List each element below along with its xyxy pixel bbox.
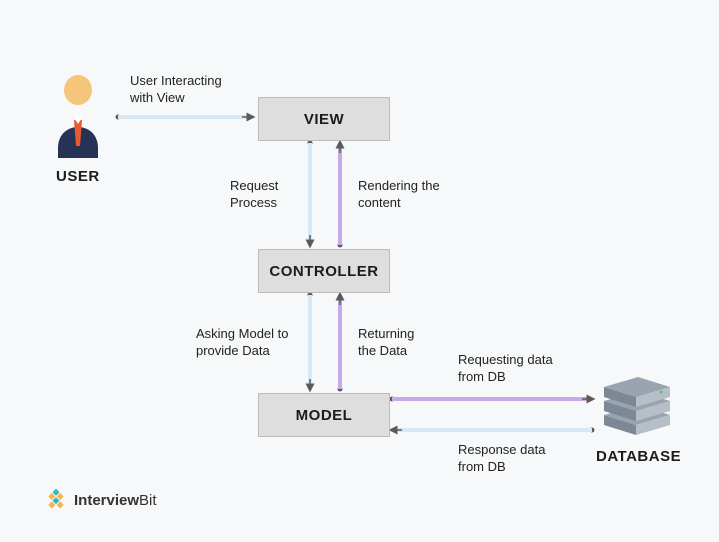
brand-logo: InterviewBit	[44, 488, 157, 512]
user-label: USER	[56, 168, 100, 185]
edge-model-controller: Returning the Data	[358, 326, 414, 360]
node-view-label: VIEW	[304, 111, 344, 128]
edge-model-db: Requesting data from DB	[458, 352, 553, 386]
edge-controller-model: Asking Model to provide Data	[196, 326, 289, 360]
database-icon	[598, 375, 676, 444]
edge-user-view: User Interacting with View	[130, 73, 222, 107]
edge-view-controller: Request Process	[230, 178, 278, 212]
node-controller: CONTROLLER	[258, 249, 390, 293]
edge-controller-view: Rendering the content	[358, 178, 440, 212]
user-icon	[44, 70, 112, 163]
brand-logo-icon	[44, 488, 68, 512]
edge-db-model: Response data from DB	[458, 442, 545, 476]
node-model: MODEL	[258, 393, 390, 437]
node-model-label: MODEL	[296, 407, 353, 424]
database-label: DATABASE	[596, 448, 681, 465]
node-view: VIEW	[258, 97, 390, 141]
brand-logo-text: InterviewBit	[74, 492, 157, 509]
node-controller-label: CONTROLLER	[269, 263, 378, 280]
